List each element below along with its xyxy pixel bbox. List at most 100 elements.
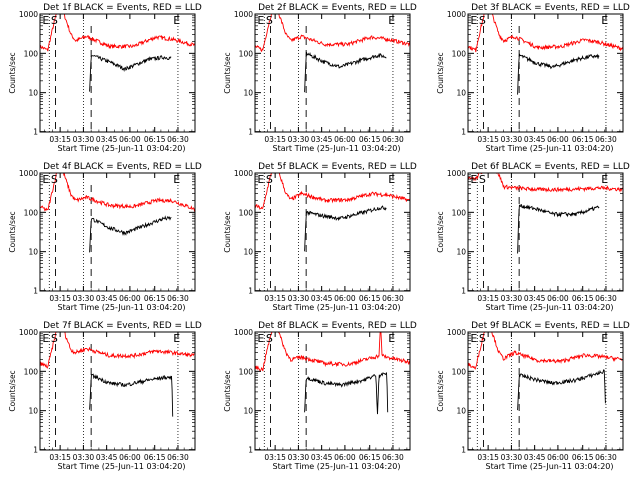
detector-panel-1: Det 1f BLACK = Events, RED = LLD 1 10 100 10… — [8, 3, 202, 153]
detector-panel-7: Det 7f BLACK = Events, RED = LLD 1 10 100 10… — [8, 321, 202, 471]
x-tick-label: 06:15 — [359, 453, 381, 462]
y-tick-label: 100 — [239, 367, 254, 376]
segment-marker-e: E — [388, 173, 395, 186]
plot-frame — [254, 172, 411, 292]
y-axis-label: Counts/sec — [436, 370, 445, 411]
x-tick-label: 06:30 — [167, 453, 189, 462]
segment-marker-e: E — [470, 14, 477, 27]
x-tick-label: 03:45 — [96, 453, 118, 462]
x-axis-label: Start Time (25-Jun-11 03:04:20) — [486, 303, 614, 312]
y-tick-label: 1 — [33, 446, 38, 455]
events-trace — [304, 51, 387, 93]
x-tick-label: 06:30 — [167, 294, 189, 303]
x-tick-label: 06:30 — [595, 294, 617, 303]
x-tick-label: 06:15 — [572, 294, 594, 303]
x-tick-label: 03:30 — [501, 453, 523, 462]
lld-trace — [255, 14, 410, 53]
detector-panel-2: Det 2f BLACK = Events, RED = LLD 1 10 100 10… — [223, 3, 417, 153]
y-tick-label: 10 — [28, 248, 38, 257]
x-tick-label: 06:30 — [382, 453, 404, 462]
x-tick-label: 03:15 — [264, 135, 286, 144]
x-tick-label: 03:45 — [311, 135, 333, 144]
events-trace — [304, 372, 389, 415]
panel-title: Det 4f BLACK = Events, RED = LLD — [43, 162, 202, 172]
x-tick-label: 03:30 — [288, 294, 310, 303]
x-axis-label: Start Time (25-Jun-11 03:04:20) — [58, 144, 186, 153]
panel-title: Det 8f BLACK = Events, RED = LLD — [258, 321, 417, 331]
y-tick-label: 10 — [28, 89, 38, 98]
y-tick-label: 1000 — [19, 10, 38, 19]
x-tick-label: 06:15 — [144, 135, 166, 144]
y-tick-label: 1 — [461, 446, 466, 455]
lld-trace — [255, 332, 410, 372]
x-tick-label: 03:15 — [49, 453, 71, 462]
y-tick-label: 10 — [456, 89, 466, 98]
segment-marker-e: E — [601, 14, 608, 27]
x-tick-label: 06:15 — [572, 453, 594, 462]
segment-marker-s: S — [51, 14, 58, 27]
segment-marker-e: E — [257, 173, 264, 186]
y-tick-label: 1 — [461, 287, 466, 296]
x-tick-label: 06:00 — [119, 294, 141, 303]
x-tick-label: 03:45 — [524, 294, 546, 303]
x-tick-label: 03:45 — [311, 294, 333, 303]
segment-marker-s: S — [51, 173, 58, 186]
segment-marker-s: S — [51, 332, 58, 345]
segment-marker-e: E — [173, 332, 180, 345]
segment-marker-s: S — [266, 332, 273, 345]
segment-marker-e: E — [470, 173, 477, 186]
y-tick-label: 1 — [248, 287, 253, 296]
y-tick-label: 100 — [452, 367, 467, 376]
panel-title: Det 5f BLACK = Events, RED = LLD — [258, 162, 417, 172]
plot-frame — [467, 13, 624, 133]
x-tick-label: 03:15 — [477, 135, 499, 144]
x-tick-label: 03:30 — [73, 135, 95, 144]
y-tick-label: 100 — [239, 208, 254, 217]
y-tick-label: 1 — [461, 128, 466, 137]
x-tick-label: 06:30 — [382, 135, 404, 144]
y-tick-label: 10 — [456, 248, 466, 257]
detector-panel-3: Det 3f BLACK = Events, RED = LLD 1 10 100 10… — [436, 3, 630, 153]
x-tick-label: 03:15 — [264, 294, 286, 303]
x-tick-label: 03:45 — [96, 135, 118, 144]
y-tick-label: 100 — [24, 49, 39, 58]
segment-marker-e: E — [42, 173, 49, 186]
y-tick-label: 10 — [28, 407, 38, 416]
events-trace — [517, 52, 600, 95]
segment-marker-e: E — [42, 14, 49, 27]
x-tick-label: 03:15 — [49, 135, 71, 144]
x-tick-label: 03:15 — [477, 453, 499, 462]
y-tick-label: 1 — [33, 128, 38, 137]
y-tick-label: 1000 — [19, 169, 38, 178]
y-tick-label: 100 — [239, 49, 254, 58]
segment-marker-e: E — [470, 332, 477, 345]
x-tick-label: 06:15 — [359, 135, 381, 144]
x-tick-label: 06:00 — [119, 135, 141, 144]
events-trace — [304, 205, 387, 252]
y-tick-label: 10 — [456, 407, 466, 416]
panel-title: Det 9f BLACK = Events, RED = LLD — [471, 321, 630, 331]
x-tick-label: 03:30 — [501, 135, 523, 144]
y-axis-label: Counts/sec — [8, 370, 17, 411]
lld-trace — [40, 173, 195, 213]
detector-panel-9: Det 9f BLACK = Events, RED = LLD 1 10 100 10… — [436, 321, 630, 471]
segment-marker-s: S — [479, 173, 486, 186]
events-trace — [89, 373, 174, 417]
x-tick-label: 03:30 — [73, 294, 95, 303]
x-tick-label: 03:30 — [73, 453, 95, 462]
x-tick-label: 06:15 — [359, 294, 381, 303]
x-tick-label: 06:30 — [167, 135, 189, 144]
x-tick-label: 03:15 — [49, 294, 71, 303]
events-trace — [89, 215, 172, 253]
y-tick-label: 1000 — [447, 10, 466, 19]
x-tick-label: 06:00 — [547, 453, 569, 462]
x-tick-label: 03:45 — [311, 453, 333, 462]
x-tick-label: 03:30 — [288, 453, 310, 462]
x-tick-label: 03:30 — [288, 135, 310, 144]
x-axis-label: Start Time (25-Jun-11 03:04:20) — [58, 303, 186, 312]
events-trace — [517, 203, 600, 254]
y-tick-label: 1 — [248, 128, 253, 137]
x-tick-label: 03:45 — [524, 453, 546, 462]
segment-marker-s: S — [479, 14, 486, 27]
x-tick-label: 03:45 — [96, 294, 118, 303]
